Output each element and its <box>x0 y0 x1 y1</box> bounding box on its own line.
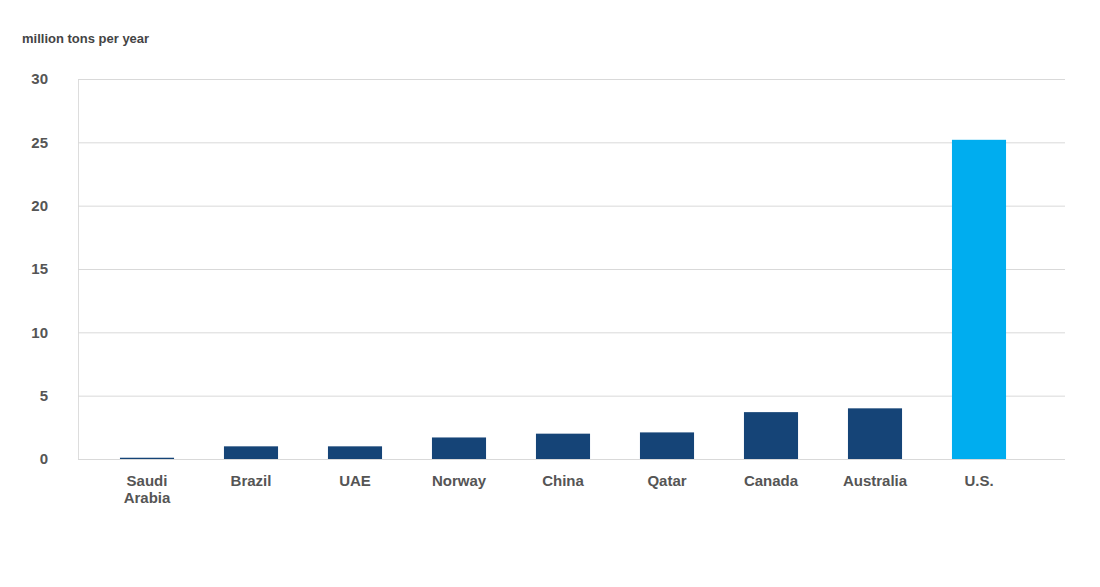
x-axis: SaudiArabia Brazil UAE Norway China Qatar Cana… <box>96 459 1032 506</box>
x-tick-label: Norway <box>432 472 487 489</box>
y-tick: 30 <box>31 70 1065 87</box>
grid-line <box>78 269 1065 270</box>
x-tick: Qatar <box>647 459 686 489</box>
bar <box>224 446 278 459</box>
y-axis-title: million tons per year <box>22 31 149 46</box>
grid-line <box>78 332 1065 333</box>
grid-line <box>78 142 1065 143</box>
y-axis: 0 5 10 15 20 25 30 <box>31 70 1065 467</box>
y-tick-label: 0 <box>40 450 48 467</box>
x-tick: Brazil <box>231 459 272 489</box>
bars <box>120 140 1006 459</box>
y-tick: 5 <box>40 387 1065 404</box>
y-tick-label: 30 <box>31 70 48 87</box>
x-tick-label: Canada <box>744 472 799 489</box>
y-tick-label: 20 <box>31 197 48 214</box>
bar <box>744 412 798 459</box>
grid-line <box>78 459 1065 460</box>
x-tick-label: Brazil <box>231 472 272 489</box>
x-tick-label: Australia <box>843 472 908 489</box>
x-tick: Canada <box>744 459 799 489</box>
bar <box>640 432 694 459</box>
y-tick-label: 10 <box>31 324 48 341</box>
x-tick: China <box>542 459 584 489</box>
x-tick: UAE <box>339 459 371 489</box>
y-tick: 10 <box>31 324 1065 341</box>
x-tick: Norway <box>432 459 487 489</box>
x-tick: SaudiArabia <box>124 459 171 506</box>
y-tick: 20 <box>31 197 1065 214</box>
bar <box>848 408 902 459</box>
y-tick-label: 5 <box>40 387 48 404</box>
x-tick: Australia <box>843 459 908 489</box>
x-tick-label: U.S. <box>964 472 993 489</box>
x-tick-label: SaudiArabia <box>124 472 171 506</box>
y-tick-label: 15 <box>31 260 48 277</box>
bar <box>432 437 486 459</box>
bar <box>536 434 590 459</box>
bar <box>328 446 382 459</box>
x-axis-line <box>96 459 1032 460</box>
x-tick-label: Qatar <box>647 472 686 489</box>
x-tick-label: China <box>542 472 584 489</box>
grid-line <box>78 206 1065 207</box>
x-tick-label-line: Saudi <box>127 472 168 489</box>
grid-line <box>78 79 1065 80</box>
y-tick: 15 <box>31 260 1065 277</box>
x-tick-label-line: Arabia <box>124 489 171 506</box>
x-tick-label: UAE <box>339 472 371 489</box>
x-tick: U.S. <box>964 459 993 489</box>
grid-line <box>78 396 1065 397</box>
bar <box>952 140 1006 459</box>
bar <box>120 458 174 459</box>
y-tick: 25 <box>31 134 1065 151</box>
chart: million tons per year 0 5 10 15 20 25 30 SaudiAr… <box>0 0 1100 587</box>
y-tick-label: 25 <box>31 134 48 151</box>
